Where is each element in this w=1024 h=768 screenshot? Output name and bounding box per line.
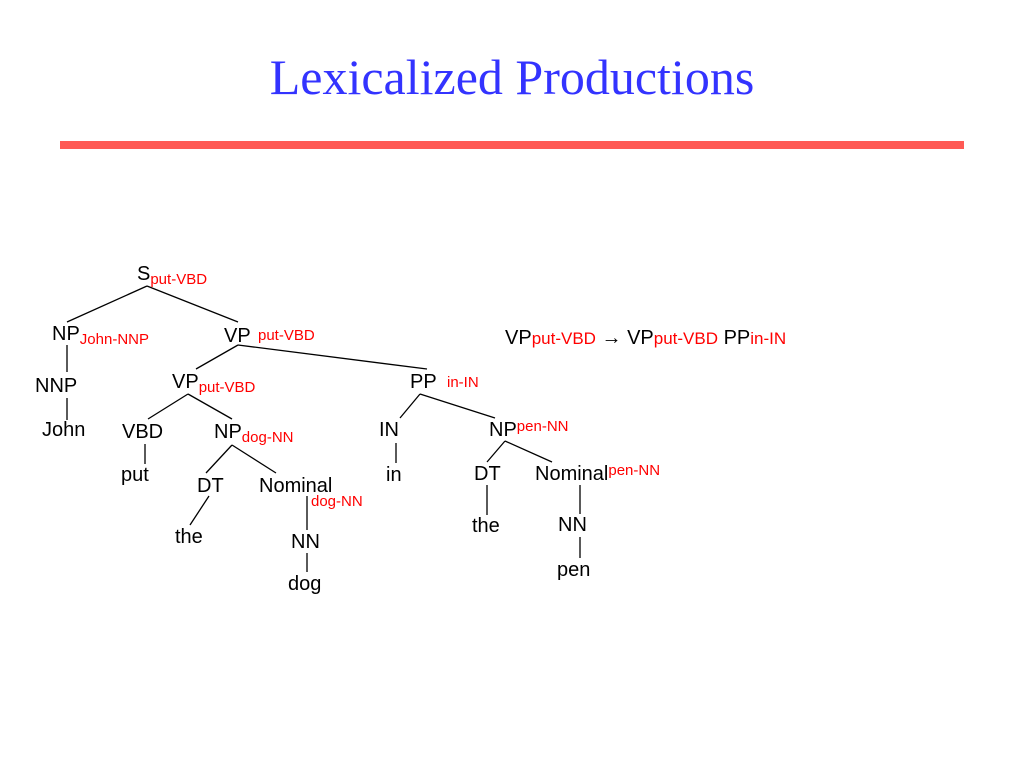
edge-np-nominal: [231, 444, 277, 474]
edge-vp-pp: [237, 344, 428, 370]
edge-vp-np: [187, 393, 233, 420]
edge-dt-the: [189, 495, 210, 526]
lexicalized-production: VPput-VBD → VPput-VBD PPin-IN: [505, 328, 786, 348]
edge-vp-vp: [195, 344, 239, 370]
title-underline: [60, 141, 964, 149]
word-pen: pen: [557, 559, 591, 581]
word-dog: dog: [288, 573, 322, 595]
edge-s-np: [66, 285, 148, 323]
edge-np-nominal2: [504, 440, 553, 463]
word-in: in: [386, 464, 402, 486]
edge-np-dt: [205, 444, 233, 474]
edge-pp-in: [399, 393, 421, 419]
node-dt1: DT: [197, 475, 224, 497]
edge-s-vp: [146, 285, 239, 323]
word-put: put: [121, 464, 149, 486]
node-nominal2-cat: Nominal: [535, 463, 609, 485]
node-dt2: DT: [474, 463, 501, 485]
prod-rhs1-cat: VP: [627, 327, 654, 349]
word-the2: the: [472, 515, 500, 537]
prod-arrow: →: [601, 327, 622, 349]
slide-title: Lexicalized Productions: [269, 49, 755, 105]
edge-pp-np: [419, 393, 496, 419]
node-s-head: put-VBD: [150, 271, 208, 288]
node-nominal1-head: dog-NN: [311, 493, 363, 510]
prod-rhs2-head: in-IN: [750, 329, 787, 348]
prod-rhs2-cat: PP: [723, 327, 751, 349]
node-s: Sput-VBD: [137, 263, 207, 287]
node-vp-inner-head: put-VBD: [198, 379, 256, 396]
node-np-pp-cat: NP: [489, 419, 517, 441]
node-s-cat: S: [137, 263, 151, 285]
node-np-subj: NPJohn-NNP: [52, 323, 149, 347]
edge-np-dt2: [486, 440, 506, 463]
node-vp-top-cat: VP: [224, 325, 251, 347]
node-nominal2-head: pen-NN: [608, 462, 661, 479]
node-pp-head: in-IN: [447, 374, 479, 391]
node-vp-top-head: put-VBD: [258, 327, 315, 344]
node-pp: PP: [410, 371, 437, 393]
node-vp-top: VP: [224, 326, 251, 346]
word-john: John: [42, 419, 86, 441]
node-in-tag: IN: [379, 419, 399, 441]
node-nn1: NN: [291, 531, 320, 553]
node-np-subj-cat: NP: [52, 323, 80, 345]
node-np-subj-head: John-NNP: [79, 331, 149, 348]
node-np-obj-head: dog-NN: [241, 429, 294, 446]
prod-rhs1-head: put-VBD: [653, 329, 718, 348]
node-vp-inner-cat: VP: [172, 371, 199, 393]
edge-vp-vbd: [147, 393, 189, 420]
word-the1: the: [175, 526, 203, 548]
prod-lhs-cat: VP: [505, 327, 532, 349]
node-np-pp-head: pen-NN: [516, 418, 569, 435]
prod-lhs-head: put-VBD: [531, 329, 596, 348]
node-np-obj-cat: NP: [214, 421, 242, 443]
node-vp-inner: VPput-VBD: [172, 371, 255, 395]
node-nnp: NNP: [35, 375, 78, 397]
node-vbd: VBD: [122, 421, 164, 443]
node-nn2: NN: [558, 514, 587, 536]
node-np-pp: NPpen-NN: [489, 418, 569, 441]
node-nominal2: Nominalpen-NN: [535, 462, 661, 485]
node-nominal1: Nominal: [259, 475, 333, 497]
node-np-obj: NPdog-NN: [214, 421, 293, 445]
